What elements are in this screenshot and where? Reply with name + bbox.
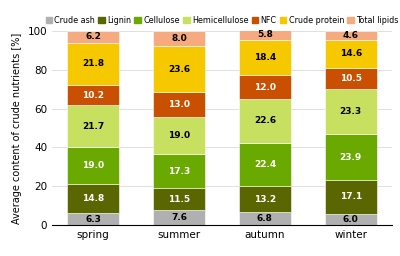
Bar bbox=[325, 68, 376, 89]
Bar bbox=[153, 118, 205, 154]
Bar bbox=[239, 76, 291, 99]
Legend: Crude ash, Lignin, Cellulose, Hemicellulose, NFC, Crude protein, Total lipids: Crude ash, Lignin, Cellulose, Hemicellul… bbox=[46, 16, 398, 25]
Bar bbox=[239, 212, 291, 225]
Text: 14.6: 14.6 bbox=[340, 49, 362, 58]
Text: 6.0: 6.0 bbox=[343, 215, 359, 224]
Bar bbox=[239, 28, 291, 40]
Bar bbox=[325, 31, 376, 40]
Bar bbox=[325, 89, 376, 134]
Text: 5.8: 5.8 bbox=[257, 29, 273, 38]
Text: 21.8: 21.8 bbox=[82, 59, 104, 69]
Text: 22.4: 22.4 bbox=[254, 160, 276, 169]
Bar bbox=[239, 186, 291, 212]
Text: 13.2: 13.2 bbox=[254, 195, 276, 204]
Text: 14.8: 14.8 bbox=[82, 194, 104, 203]
Bar bbox=[239, 99, 291, 143]
Text: 10.5: 10.5 bbox=[340, 74, 362, 83]
Bar bbox=[153, 46, 205, 92]
Text: 18.4: 18.4 bbox=[254, 53, 276, 62]
Bar bbox=[325, 134, 376, 180]
Text: 17.3: 17.3 bbox=[168, 167, 190, 176]
Text: 17.1: 17.1 bbox=[340, 193, 362, 201]
Text: 11.5: 11.5 bbox=[168, 195, 190, 204]
Text: 19.0: 19.0 bbox=[82, 161, 104, 170]
Y-axis label: Average content of crude nutrients [%]: Average content of crude nutrients [%] bbox=[12, 32, 22, 224]
Bar bbox=[68, 105, 119, 147]
Text: 10.2: 10.2 bbox=[82, 91, 104, 100]
Text: 23.6: 23.6 bbox=[168, 65, 190, 74]
Text: 8.0: 8.0 bbox=[171, 34, 187, 43]
Bar bbox=[153, 92, 205, 118]
Bar bbox=[325, 40, 376, 68]
Text: 12.0: 12.0 bbox=[254, 83, 276, 92]
Bar bbox=[153, 188, 205, 210]
Bar bbox=[325, 180, 376, 214]
Bar bbox=[68, 43, 119, 85]
Bar bbox=[68, 213, 119, 225]
Text: 19.0: 19.0 bbox=[168, 132, 190, 141]
Text: 23.9: 23.9 bbox=[340, 153, 362, 162]
Bar bbox=[68, 31, 119, 43]
Bar bbox=[153, 31, 205, 46]
Text: 23.3: 23.3 bbox=[340, 107, 362, 116]
Text: 22.6: 22.6 bbox=[254, 116, 276, 125]
Text: 6.2: 6.2 bbox=[85, 32, 101, 41]
Text: 21.7: 21.7 bbox=[82, 122, 104, 131]
Text: 6.3: 6.3 bbox=[85, 215, 101, 224]
Bar bbox=[239, 40, 291, 76]
Bar bbox=[68, 85, 119, 105]
Text: 7.6: 7.6 bbox=[171, 214, 187, 222]
Bar bbox=[325, 214, 376, 225]
Bar bbox=[68, 147, 119, 184]
Text: 6.8: 6.8 bbox=[257, 214, 273, 223]
Text: 13.0: 13.0 bbox=[168, 100, 190, 109]
Bar bbox=[153, 210, 205, 225]
Bar bbox=[239, 143, 291, 186]
Text: 4.6: 4.6 bbox=[343, 31, 359, 40]
Bar bbox=[68, 184, 119, 213]
Bar bbox=[153, 154, 205, 188]
